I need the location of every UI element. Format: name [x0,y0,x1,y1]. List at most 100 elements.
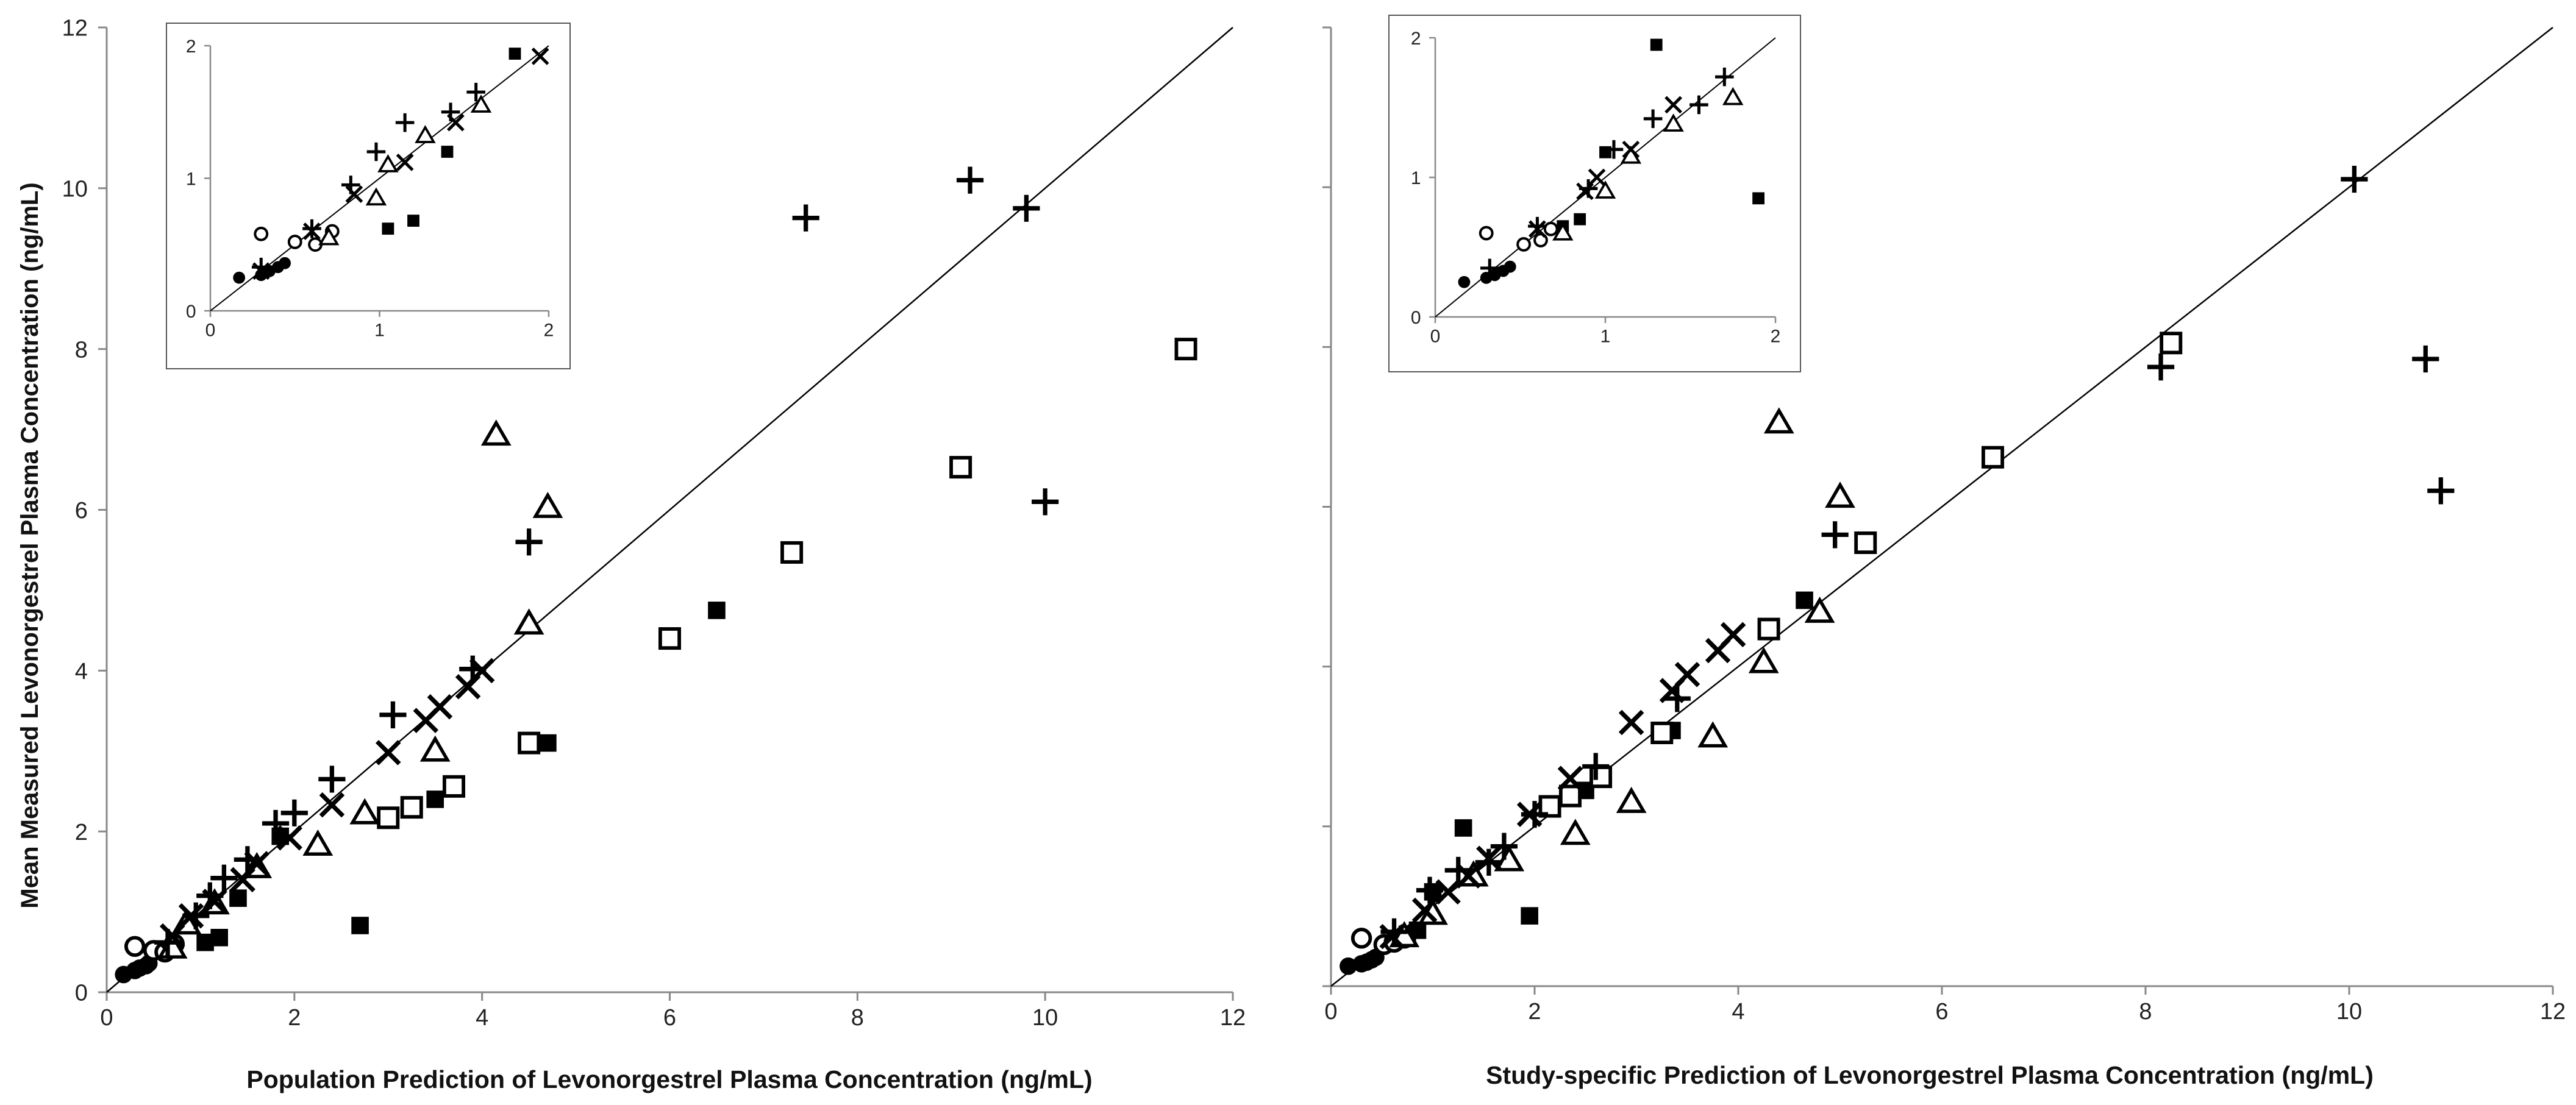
right-filled-square-point [1454,819,1472,837]
right-inset-x-mark-point [1576,182,1594,201]
right-inset-inset-frame [1388,15,1801,372]
left-cross-point [262,809,290,837]
left-open-square-point [1174,338,1197,361]
right-x-mark-point [1455,863,1482,889]
left-x-tick-label: 2 [288,1005,301,1031]
left-x-tick-label: 4 [476,1005,488,1031]
left-inset-y-tick-label: 2 [186,37,196,57]
right-filled-square-point [1521,907,1538,925]
right-x-axis-title: Study-specific Prediction of Levonorgest… [1486,1061,2374,1089]
y-axis-title: Mean Measured Levonorgestrel Plasma Conc… [16,182,43,908]
right-open-square-point [1757,617,1780,641]
right-open-triangle-point [1804,596,1835,623]
left-open-triangle-point [480,419,512,446]
left-open-square-point [377,806,400,830]
left-inset-open-circle-point [254,226,269,241]
right-open-square-point [1854,531,1877,554]
right-inset-x-mark-point [1588,168,1606,187]
left-inset-x-mark-point [396,154,414,171]
right-inset-x-tick-label: 0 [1430,327,1441,347]
right-inset-cross-point [1689,95,1708,115]
right-open-triangle-point [1748,647,1779,673]
left-x-mark-point [469,658,495,684]
right-open-square-point [2160,332,2183,355]
left-inset-open-triangle-point [415,125,436,143]
left-x-mark-point [427,694,453,720]
right-inset-cross-point [1715,67,1734,87]
left-x-tick-label: 8 [851,1005,864,1031]
right-inset-x-tick-label: 2 [1771,327,1781,347]
left-cross-point [210,864,238,892]
right-open-triangle-point [1616,786,1647,813]
right-inset-x-mark-point [1529,220,1546,238]
left-x-axis-title: Population Prediction of Levonorgestrel … [246,1065,1092,1093]
left-cross-point [1013,194,1040,222]
right-x-mark-point [1411,897,1438,923]
left-cross-point [280,799,308,826]
left-y-tick-label: 8 [75,337,88,363]
left-x-tick-label: 12 [1220,1005,1246,1031]
left-y-tick-label: 12 [62,16,88,41]
right-open-circle-point [1350,928,1372,949]
right-filled-square-point [1796,591,1813,609]
left-open-square-point [658,627,682,650]
left-cross-point [515,528,543,556]
right-inset-cross-point [1643,109,1663,129]
left-inset-x-mark-point [303,222,321,240]
right-x-mark-point [1379,923,1405,950]
left-inset-x-tick-label: 2 [544,321,554,341]
left-y-tick-label: 0 [75,981,88,1006]
right-x-tick-label: 8 [2139,999,2152,1025]
left-inset-filled-square-point [441,146,454,158]
left-y-tick-label: 2 [75,820,88,845]
left-open-triangle-point [513,608,544,635]
right-cross-point [1821,521,1849,549]
right-inset-x-tick-label: 1 [1600,327,1611,347]
left-inset-x-tick-label: 0 [205,321,216,341]
left-cross-point [956,166,984,194]
left-inset-filled-circle-point [279,257,291,269]
left-inset-cross-point [395,113,415,132]
right-filled-circle-point [1340,957,1357,975]
left-x-mark-point [178,903,204,929]
right-cross-point [1416,876,1444,904]
left-y-tick-label: 6 [75,498,88,524]
right-x-tick-label: 0 [1324,999,1337,1025]
left-filled-square-point [210,928,228,947]
left-inset-y-tick-label: 1 [186,169,196,189]
left-x-mark-point [159,923,185,949]
right-inset-y-tick-label: 0 [1411,308,1421,328]
right-open-square-point [1558,784,1582,808]
left-inset-x-mark-point [446,113,465,132]
left-inset-cross-point [302,219,321,238]
right-x-mark-point [1476,845,1502,872]
left-inset-filled-square-point [382,222,394,235]
right-cross-point [1582,753,1610,780]
right-inset-filled-square-point [1650,38,1663,51]
left-filled-square-point [351,917,369,934]
right-cross-point [1475,848,1502,876]
left-open-square-point [400,796,423,819]
left-inset-x-mark-point [531,48,549,65]
left-open-triangle-point [532,491,563,518]
left-y-tick-label: 4 [75,659,88,684]
right-inset-open-triangle-point [1552,222,1574,241]
right-cross-point [1444,856,1472,884]
left-inset-x-mark-point [252,262,270,280]
left-x-tick-label: 6 [663,1005,676,1031]
right-inset-filled-circle-point [1504,260,1516,273]
left-filled-square-point [229,889,247,907]
right-x-tick-label: 6 [1935,999,1948,1025]
right-open-triangle-point [1825,481,1855,508]
right-inset-y-tick-label: 2 [1411,29,1421,49]
right-open-triangle-point [1697,721,1729,748]
right-inset-filled-square-point [1752,192,1764,205]
right-cross-point [2341,165,2368,193]
left-open-triangle-point [349,798,380,825]
left-inset-chart: 0 1 2 0 1 2 [166,23,571,369]
left-x-tick-label: 0 [100,1005,113,1031]
right-open-triangle-point [1763,407,1794,434]
left-cross-point [234,846,261,873]
left-x-tick-label: 10 [1032,1005,1058,1031]
